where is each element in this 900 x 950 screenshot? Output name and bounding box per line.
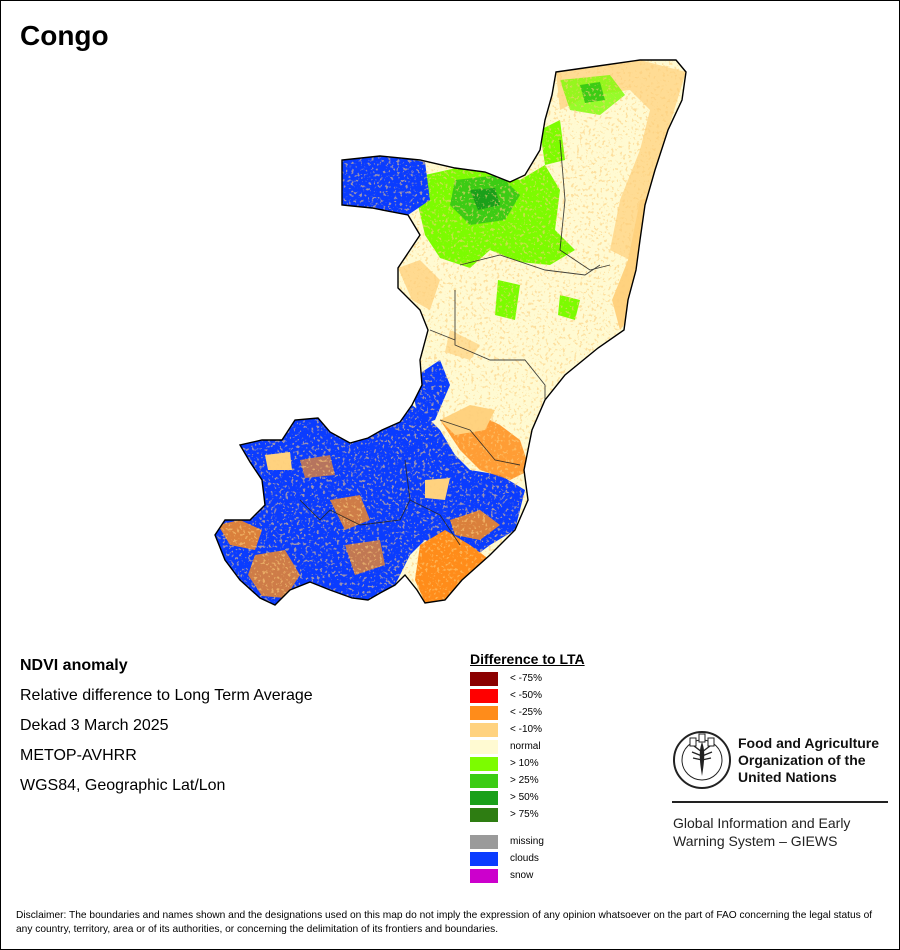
- legend-title: Difference to LTA: [470, 651, 585, 667]
- legend-label: < -25%: [510, 707, 542, 718]
- legend-swatch: [470, 689, 498, 703]
- legend-swatch: [470, 774, 498, 788]
- divider: [672, 801, 888, 803]
- legend-label: snow: [510, 870, 534, 881]
- fao-logo-icon: [673, 731, 731, 789]
- product-description: Relative difference to Long Term Average: [20, 687, 313, 704]
- legend-label: > 25%: [510, 775, 539, 786]
- legend-label: < -75%: [510, 673, 542, 684]
- legend-swatch: [470, 791, 498, 805]
- map-title: Congo: [20, 20, 109, 51]
- map-info: NDVI anomaly Relative difference to Long…: [20, 655, 313, 805]
- product-period: Dekad 3 March 2025: [20, 717, 169, 734]
- legend-swatch: [470, 757, 498, 771]
- legend-label: > 75%: [510, 809, 539, 820]
- legend-label: clouds: [510, 853, 539, 864]
- legend-swatch: [470, 808, 498, 822]
- legend-swatch: [470, 706, 498, 720]
- map-legend: Difference to LTA < -75% < -50% < -25% <…: [470, 651, 585, 883]
- legend-swatch: [470, 740, 498, 754]
- legend-label: < -10%: [510, 724, 542, 735]
- ndvi-anomaly-map: [214, 59, 687, 606]
- legend-swatch: [470, 723, 498, 737]
- legend-label: < -50%: [510, 690, 542, 701]
- legend-label: > 50%: [510, 792, 539, 803]
- organization-name: Food and Agriculture Organization of the…: [738, 735, 880, 785]
- sensor-name: METOP-AVHRR: [20, 747, 137, 764]
- legend-label: missing: [510, 836, 544, 847]
- legend-label: > 10%: [510, 758, 539, 769]
- legend-swatch: [470, 852, 498, 866]
- disclaimer-text: Disclaimer: The boundaries and names sho…: [16, 910, 873, 935]
- system-name: Global Information and Early Warning Sys…: [673, 815, 851, 849]
- legend-swatch: [470, 672, 498, 686]
- projection-name: WGS84, Geographic Lat/Lon: [20, 777, 226, 794]
- legend-swatch: [470, 869, 498, 883]
- product-name: NDVI anomaly: [20, 657, 128, 674]
- legend-label: normal: [510, 741, 541, 752]
- legend-swatch: [470, 835, 498, 849]
